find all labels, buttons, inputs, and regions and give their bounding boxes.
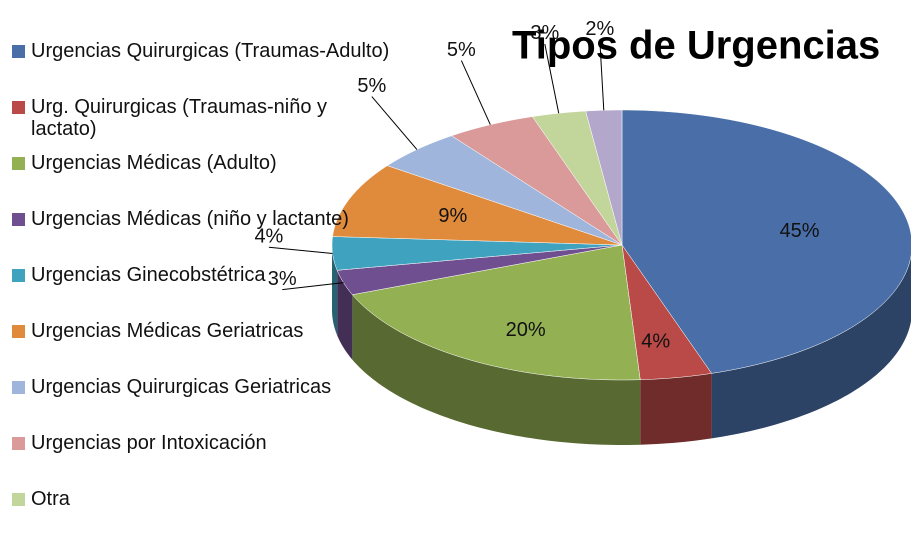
legend-swatch	[12, 101, 25, 114]
leader-line	[282, 282, 344, 291]
pie-side	[337, 270, 353, 360]
legend-label: Urg. Quirurgicas (Traumas-niño y lactato…	[31, 96, 328, 140]
legend-swatch	[12, 381, 25, 394]
pie-slice	[386, 135, 623, 246]
legend-label: Urgencias Médicas (niño y lactante)	[31, 208, 349, 230]
legend-label: Urgencias Ginecobstétrica	[31, 264, 266, 286]
legend-item: Urgencias Médicas Geriatricas	[12, 320, 392, 376]
legend-swatch	[12, 213, 25, 226]
legend-swatch	[12, 493, 25, 506]
data-label: 5%	[447, 39, 476, 61]
pie-side	[352, 294, 641, 445]
leader-line	[599, 39, 605, 111]
pie-slice	[331, 236, 623, 271]
data-label: 3%	[268, 268, 297, 290]
legend-item: Otra	[12, 488, 392, 544]
legend: Urgencias Quirurgicas (Traumas-Adulto) Ur…	[12, 40, 392, 544]
legend-swatch	[12, 325, 25, 338]
data-label: 2%	[585, 18, 614, 40]
data-label: 45%	[780, 220, 820, 242]
pie-side	[640, 373, 712, 445]
legend-label: Urgencias Quirurgicas (Traumas-Adulto)	[31, 40, 390, 62]
pie-slice	[585, 109, 623, 246]
leader-line	[544, 43, 560, 114]
chart-title: Tipos de Urgencias	[512, 24, 880, 68]
pie-tops	[331, 109, 911, 381]
data-label: 4%	[641, 330, 670, 352]
leader-line	[371, 96, 418, 150]
legend-swatch	[12, 437, 25, 450]
leader-line	[460, 60, 491, 125]
legend-label: Otra	[31, 488, 70, 510]
legend-item: Urg. Quirurgicas (Traumas-niño y lactato…	[12, 96, 392, 152]
data-label: 5%	[357, 75, 386, 97]
data-label: 20%	[506, 319, 546, 341]
legend-swatch	[12, 269, 25, 282]
data-label: 3%	[530, 22, 559, 44]
legend-label: Urgencias Quirurgicas Geriatricas	[31, 376, 332, 398]
data-label: 4%	[254, 226, 283, 248]
pie-slice	[621, 244, 713, 380]
legend-label: Urgencias por Intoxicación	[31, 432, 267, 454]
legend-item: Urgencias Médicas (Adulto)	[12, 152, 392, 208]
legend-item: Urgencias Médicas (niño y lactante)	[12, 208, 392, 264]
legend-item: Urgencias Ginecobstétrica	[12, 264, 392, 320]
legend-swatch	[12, 157, 25, 170]
legend-item: Urgencias por Intoxicación	[12, 432, 392, 488]
legend-swatch	[12, 45, 25, 58]
legend-label: Urgencias Médicas Geriatricas	[31, 320, 304, 342]
data-labels: 45% 4% 20% 3% 4% 9% 5% 5% 3% 2%	[254, 18, 819, 353]
pie-slice	[336, 244, 623, 295]
leader-line	[268, 246, 333, 254]
legend-item: Urgencias Quirurgicas Geriatricas	[12, 376, 392, 432]
pie-slice	[332, 165, 623, 246]
pie-slice	[351, 244, 641, 381]
legend-item: Urgencias Quirurgicas (Traumas-Adulto)	[12, 40, 392, 96]
data-label: 9%	[438, 205, 467, 227]
legend-label: Urgencias Médicas (Adulto)	[31, 152, 277, 174]
pie-slice	[621, 109, 911, 374]
